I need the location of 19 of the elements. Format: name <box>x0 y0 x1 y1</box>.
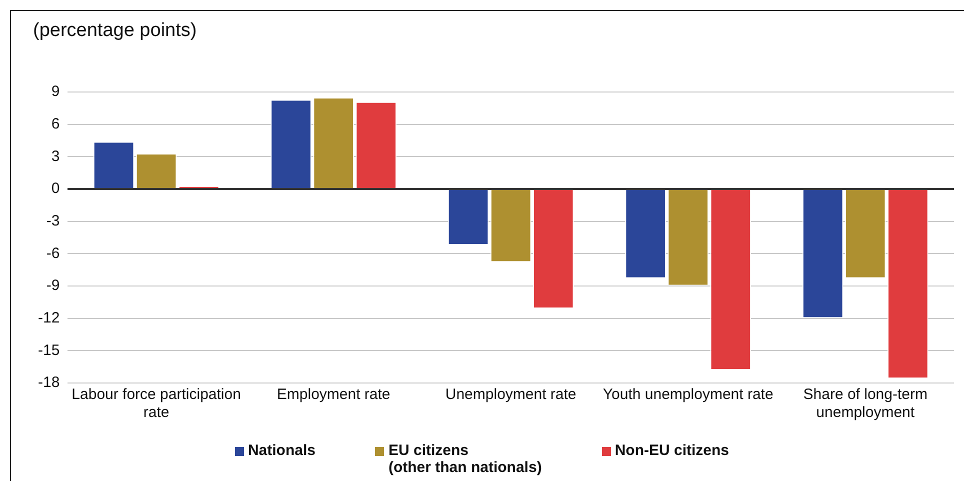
y-tick-label: -9 <box>46 277 60 294</box>
x-tick-label: Unemployment rate <box>445 386 576 404</box>
x-tick-label: Youth unemployment rate <box>602 386 774 404</box>
y-tick-label: -15 <box>38 342 60 359</box>
x-tick-label: Labour force participation rate <box>72 386 241 422</box>
y-tick-label: -18 <box>38 374 60 392</box>
y-axis-title: (percentage points) <box>33 20 197 42</box>
x-tick-label: Employment rate <box>276 386 390 404</box>
y-tick-label: -12 <box>38 309 60 326</box>
y-tick-label: 9 <box>51 83 60 100</box>
y-tick-label: 3 <box>51 148 60 165</box>
legend-label: Nationals <box>248 442 316 459</box>
legend-label: EU citizens (other than nationals) <box>388 442 542 476</box>
y-tick-label: 0 <box>51 180 60 198</box>
x-tick-label: Share of long-term unemployment <box>803 386 928 422</box>
legend-label: Non-EU citizens <box>614 442 730 459</box>
y-tick-label: -6 <box>46 244 60 262</box>
y-tick-label: 6 <box>51 115 60 132</box>
y-tick-label: -3 <box>46 212 60 230</box>
